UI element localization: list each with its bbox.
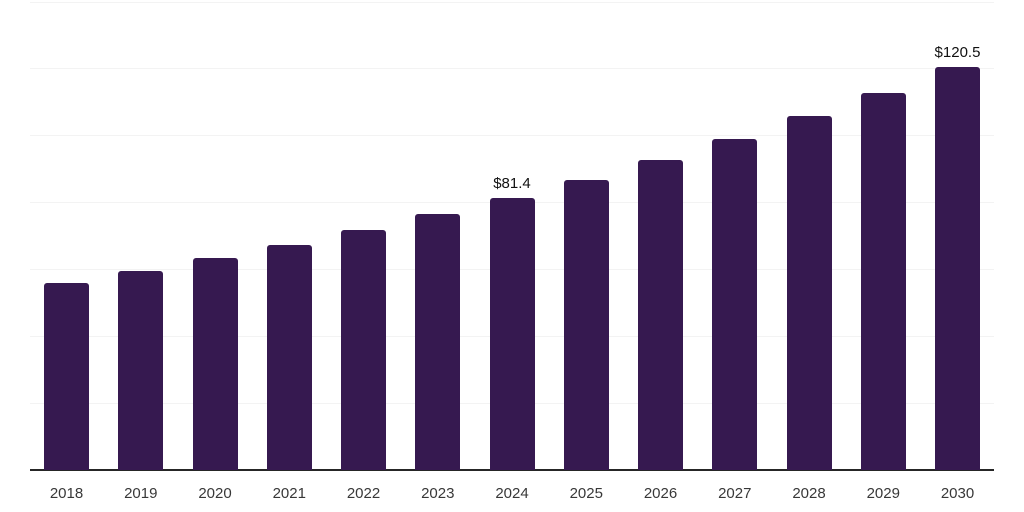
bar-2023 bbox=[415, 214, 461, 470]
bar-2018 bbox=[44, 282, 89, 470]
bar-2026 bbox=[638, 159, 683, 470]
x-axis-line bbox=[30, 469, 994, 471]
x-tick-label-2023: 2023 bbox=[421, 485, 455, 502]
x-tick-label-2025: 2025 bbox=[569, 485, 603, 502]
value-label-2024: $81.4 bbox=[493, 174, 531, 192]
bar-2028 bbox=[786, 116, 832, 470]
gridline-y100 bbox=[30, 135, 994, 137]
x-tick-label-2022: 2022 bbox=[346, 485, 381, 502]
x-tick-label-2028: 2028 bbox=[792, 485, 826, 502]
bar-2029 bbox=[860, 92, 906, 470]
x-tick-label-2024: 2024 bbox=[495, 485, 529, 502]
bar-2019 bbox=[118, 270, 164, 470]
bar-2025 bbox=[563, 179, 609, 470]
bar-2022 bbox=[341, 230, 386, 470]
x-tick-label-2020: 2020 bbox=[198, 485, 232, 502]
bar-2027 bbox=[712, 138, 758, 470]
x-tick-label-2027: 2027 bbox=[718, 485, 752, 502]
gridline-y120 bbox=[30, 68, 994, 70]
bar-2021 bbox=[266, 245, 312, 470]
x-tick-label-2029: 2029 bbox=[866, 485, 900, 502]
gridline-y140 bbox=[30, 1, 994, 3]
x-tick-label-2021: 2021 bbox=[272, 485, 306, 502]
value-label-2030: $120.5 bbox=[934, 44, 981, 62]
x-tick-label-2026: 2026 bbox=[643, 485, 678, 502]
bar-2020 bbox=[192, 258, 238, 470]
x-tick-label-2018: 2018 bbox=[49, 485, 84, 502]
bar-2030 bbox=[935, 67, 980, 470]
x-tick-label-2030: 2030 bbox=[940, 485, 975, 502]
x-tick-label-2019: 2019 bbox=[124, 485, 158, 502]
bar-2024 bbox=[489, 197, 535, 470]
